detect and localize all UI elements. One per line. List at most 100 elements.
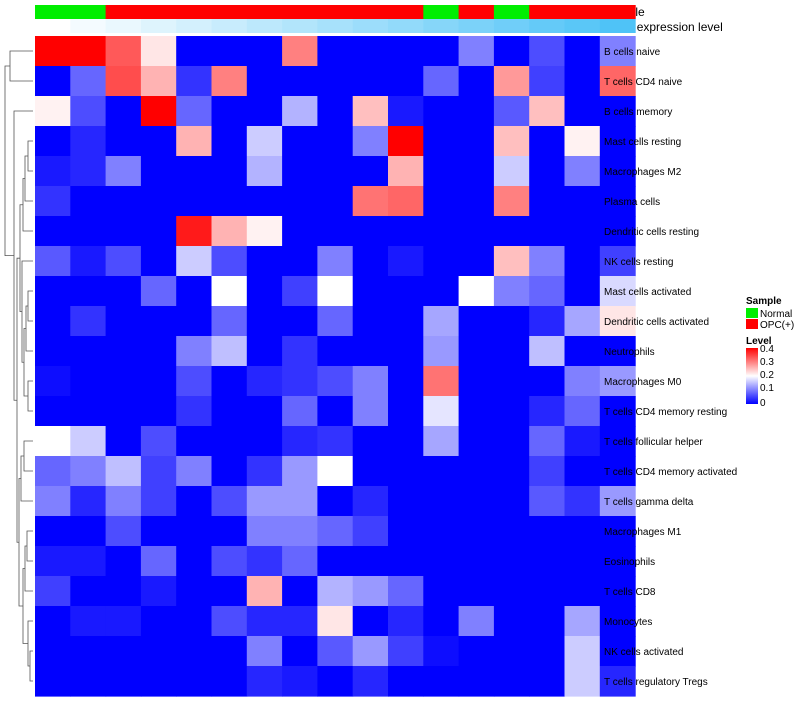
row-label: NK cells resting: [604, 257, 673, 268]
heatmap-cell: [70, 606, 107, 637]
heatmap-cell: [211, 606, 248, 637]
row-label: Dendritic cells activated: [604, 317, 709, 328]
sample-track-cell: [211, 5, 248, 19]
heatmap-cell: [176, 606, 213, 637]
heatmap-cell: [599, 156, 636, 187]
heatmap-cell: [317, 36, 354, 67]
heatmap-cell: [176, 246, 213, 277]
heatmap-cell: [529, 66, 566, 97]
heatmap-cell: [176, 576, 213, 607]
legend-sample: Sample Normal OPC(+): [746, 296, 794, 331]
heatmap-cell: [35, 246, 71, 277]
heatmap-cell: [352, 66, 389, 97]
heatmap-cell: [423, 306, 460, 337]
heatmap-cell: [282, 186, 318, 217]
heatmap-cell: [529, 606, 566, 637]
heatmap-cell: [282, 336, 318, 367]
heatmap-cell: [282, 156, 318, 187]
sample-track-cell: [599, 5, 636, 19]
heatmap-cell: [458, 186, 495, 217]
heatmap-cell: [529, 396, 566, 427]
heatmap-cell: [176, 336, 213, 367]
heatmap-cell: [352, 426, 389, 457]
heatmap-cell: [352, 216, 389, 247]
heatmap-cell: [388, 306, 424, 337]
heatmap-cell: [105, 306, 142, 337]
heatmap-cell: [388, 636, 424, 667]
heatmap-cell: [211, 126, 248, 157]
heatmap-cell: [529, 636, 566, 667]
heatmap-cell: [282, 306, 318, 337]
heatmap-cell: [599, 636, 636, 667]
heatmap-cell: [70, 126, 107, 157]
expression-track-cell: [352, 19, 389, 33]
heatmap-cell: [388, 216, 424, 247]
heatmap-cell: [388, 36, 424, 67]
heatmap-cell: [317, 636, 354, 667]
heatmap-cell: [246, 426, 283, 457]
row-label: Mast cells resting: [604, 137, 681, 148]
heatmap-cell: [599, 66, 636, 97]
heatmap-cell: [564, 126, 601, 157]
heatmap-cell: [599, 366, 636, 397]
heatmap-cell: [529, 186, 566, 217]
expression-track-cell: [35, 19, 71, 33]
heatmap-cell: [352, 666, 389, 697]
expression-track-cell: [282, 19, 318, 33]
heatmap-cell: [140, 516, 177, 547]
heatmap-cell: [423, 246, 460, 277]
legend-tick: 0.3: [760, 357, 774, 368]
heatmap-cell: [423, 486, 460, 517]
row-label: T cells gamma delta: [604, 497, 694, 508]
heatmap-cell: [317, 276, 354, 307]
heatmap-cell: [140, 36, 177, 67]
heatmap-cell: [493, 156, 530, 187]
heatmap-cell: [140, 156, 177, 187]
heatmap-cell: [105, 36, 142, 67]
expression-track-cell: [423, 19, 460, 33]
heatmap-cell: [282, 126, 318, 157]
heatmap-cell: [140, 546, 177, 577]
heatmap-cell: [458, 306, 495, 337]
heatmap-cell: [176, 66, 213, 97]
heatmap-cell: [105, 246, 142, 277]
legend-tick: 0.4: [760, 344, 774, 355]
row-labels: B cells naive T cells CD4 naive B cells me…: [604, 47, 737, 688]
heatmap-cell: [211, 186, 248, 217]
heatmap-cell: [317, 66, 354, 97]
row-label: Eosinophils: [604, 557, 655, 568]
dendrogram-branch: [23, 440, 33, 472]
heatmap-cell: [458, 36, 495, 67]
heatmap-cell: [211, 66, 248, 97]
heatmap-cell: [140, 306, 177, 337]
heatmap-cell: [282, 276, 318, 307]
heatmap-cell: [423, 396, 460, 427]
heatmap-cell: [246, 276, 283, 307]
heatmap-cell: [423, 366, 460, 397]
heatmap-cell: [246, 216, 283, 247]
legend-tick: 0.2: [760, 370, 774, 381]
heatmap-cell: [493, 306, 530, 337]
heatmap-cell: [564, 396, 601, 427]
heatmap-cell: [599, 486, 636, 517]
sample-track-cell: [282, 5, 318, 19]
heatmap-cell: [599, 606, 636, 637]
row-label: Dendritic cells resting: [604, 227, 699, 238]
heatmap-cell: [564, 96, 601, 127]
heatmap-cell: [70, 486, 107, 517]
heatmap-cell: [35, 186, 71, 217]
expression-track-cell: [458, 19, 495, 33]
heatmap-cell: [35, 156, 71, 187]
heatmap-cell: [70, 546, 107, 577]
heatmap-cell: [282, 456, 318, 487]
heatmap-cell: [35, 276, 71, 307]
heatmap-cell: [352, 276, 389, 307]
heatmap-cell: [70, 156, 107, 187]
sample-track-cell: [352, 5, 389, 19]
annotation-tracks: [35, 5, 636, 33]
heatmap-cell: [70, 366, 107, 397]
heatmap-cell: [176, 516, 213, 547]
heatmap-cell: [246, 306, 283, 337]
heatmap-cell: [599, 246, 636, 277]
